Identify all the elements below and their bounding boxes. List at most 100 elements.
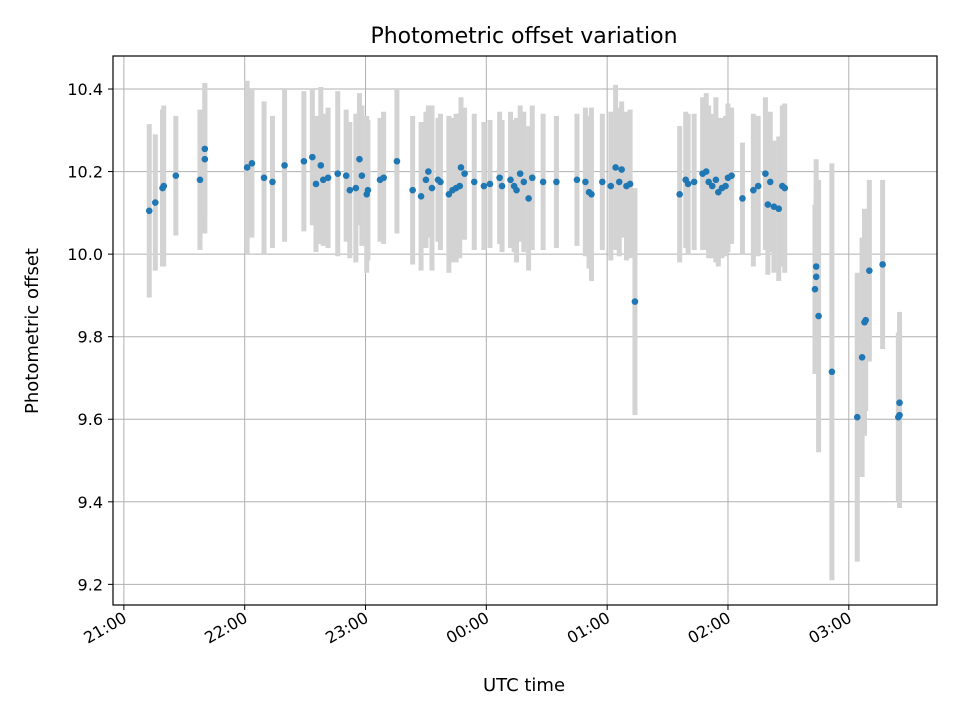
y-tick-label: 9.4	[78, 493, 103, 512]
data-point	[260, 174, 268, 182]
data-point	[269, 178, 276, 186]
plot-frame	[112, 55, 938, 606]
data-point	[599, 178, 606, 186]
data-point	[417, 193, 425, 200]
data-point	[393, 157, 401, 165]
data-point	[507, 176, 514, 184]
data-point	[766, 178, 774, 186]
data-point	[334, 170, 342, 177]
data-point	[728, 172, 735, 180]
data-point	[151, 199, 159, 206]
data-point	[739, 195, 746, 202]
data-point	[281, 162, 288, 169]
data-point	[676, 190, 683, 198]
data-point	[618, 166, 625, 173]
data-point	[853, 413, 861, 421]
data-point	[626, 180, 634, 188]
data-point	[364, 186, 372, 194]
data-point	[352, 184, 360, 192]
data-point	[828, 368, 836, 376]
data-point	[457, 164, 465, 171]
data-point	[437, 178, 444, 186]
data-point	[470, 178, 478, 186]
data-point	[815, 312, 822, 320]
chart-title: Photometric offset variation	[370, 24, 677, 49]
data-point	[513, 186, 520, 194]
data-point	[317, 162, 325, 169]
data-point	[811, 285, 819, 293]
data-point	[243, 164, 251, 171]
y-axis: 9.2 9.4 9.6 9.8 10.0 10.2 10.4	[67, 80, 113, 594]
data-point	[722, 182, 729, 190]
data-point	[196, 176, 204, 184]
data-point	[588, 190, 595, 198]
data-point	[764, 201, 772, 208]
data-point	[309, 153, 316, 161]
data-point	[631, 298, 639, 305]
data-point	[754, 182, 762, 190]
data-point	[461, 170, 468, 177]
data-point	[312, 180, 320, 188]
data-point	[201, 155, 209, 163]
data-point	[781, 184, 789, 192]
data-point	[607, 182, 615, 190]
data-point	[866, 267, 873, 274]
data-point	[456, 182, 464, 190]
data-point	[690, 178, 698, 186]
data-point	[358, 172, 366, 180]
data-point	[712, 176, 720, 184]
data-point	[896, 399, 903, 407]
data-point	[528, 174, 536, 182]
data-point	[539, 178, 547, 186]
data-point	[409, 186, 416, 194]
data-point	[356, 155, 363, 163]
y-tick-label: 10.4	[67, 80, 103, 99]
data-point	[342, 172, 350, 180]
data-point	[750, 186, 757, 194]
data-point	[553, 178, 560, 186]
data-point	[160, 182, 168, 190]
y-tick-label: 9.8	[78, 328, 103, 347]
data-point	[525, 195, 532, 202]
y-tick-label: 10.2	[67, 163, 103, 182]
data-point	[582, 178, 589, 186]
y-tick-label: 9.2	[78, 575, 103, 594]
data-point	[380, 174, 387, 182]
data-point	[201, 145, 209, 153]
data-point	[708, 182, 716, 190]
data-point	[496, 174, 503, 182]
y-axis-label: Photometric offset	[22, 248, 43, 414]
y-tick-label: 9.6	[78, 410, 103, 429]
x-axis-label: UTC time	[483, 675, 565, 696]
data-point	[480, 182, 488, 190]
data-point	[172, 172, 180, 180]
data-point	[498, 182, 506, 190]
data-point	[300, 157, 308, 165]
data-point	[775, 205, 783, 213]
y-tick-label: 10.0	[67, 245, 103, 264]
data-point	[324, 174, 332, 182]
data-point	[573, 176, 581, 184]
data-point	[428, 184, 436, 192]
data-point	[702, 168, 710, 175]
data-point	[145, 207, 153, 215]
data-point	[486, 180, 494, 188]
data-point	[615, 178, 623, 186]
data-point	[248, 160, 256, 167]
data-point	[812, 273, 820, 281]
data-point	[346, 186, 354, 194]
data-point	[425, 168, 432, 175]
data-point	[812, 263, 820, 270]
data-point	[896, 411, 903, 419]
data-points	[145, 145, 903, 421]
data-point	[762, 170, 769, 177]
data-point	[862, 316, 870, 324]
data-point	[879, 261, 886, 268]
data-point	[612, 164, 619, 171]
data-point	[516, 170, 524, 177]
data-point	[684, 180, 692, 188]
data-point	[858, 354, 866, 361]
data-point	[520, 178, 528, 186]
